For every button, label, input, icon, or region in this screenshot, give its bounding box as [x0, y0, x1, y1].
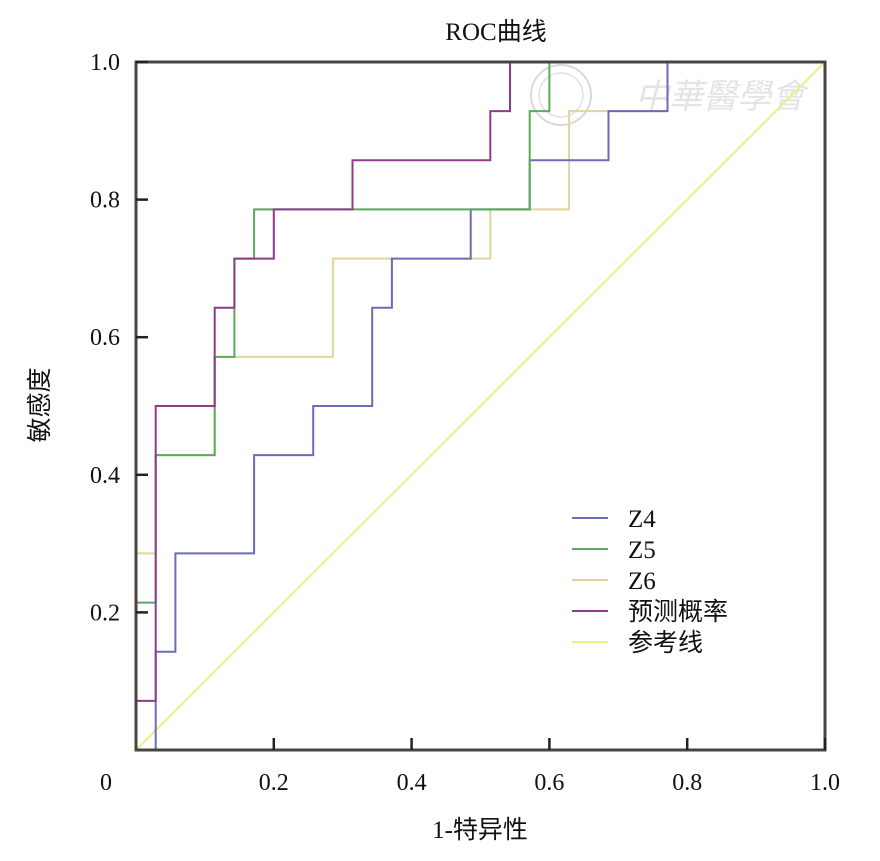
x-tick-label: 1.0 — [810, 770, 840, 796]
x-axis-label: 1-特异性 — [432, 816, 528, 844]
chart-title: ROC曲线 — [445, 18, 546, 46]
legend-label: Z5 — [628, 537, 656, 564]
series-line-4 — [135, 61, 826, 751]
y-tick-label: 0.4 — [90, 463, 120, 489]
y-tick-label: 0.6 — [90, 325, 120, 351]
watermark-logo: 中華醫學會 — [530, 64, 810, 126]
x-origin-label: 0 — [100, 770, 112, 796]
x-tick-label: 0.2 — [259, 770, 289, 796]
series-line-3 — [135, 61, 825, 750]
x-tick-label: 0.6 — [534, 770, 564, 796]
series-line-0 — [136, 61, 825, 751]
legend-label: 参考线 — [628, 629, 703, 657]
legend-label: Z6 — [628, 568, 656, 595]
legend-label: 预测概率 — [628, 598, 728, 626]
y-tick-label: 0.8 — [90, 188, 120, 214]
y-tick-label: 1.0 — [90, 50, 120, 76]
y-tick-label: 0.2 — [90, 600, 120, 626]
plot-frame — [134, 60, 827, 752]
x-tick-label: 0.8 — [672, 770, 702, 796]
y-axis-label: 敏感度 — [26, 367, 54, 442]
legend-label: Z4 — [628, 506, 656, 533]
x-tick-label: 0.4 — [397, 770, 427, 796]
